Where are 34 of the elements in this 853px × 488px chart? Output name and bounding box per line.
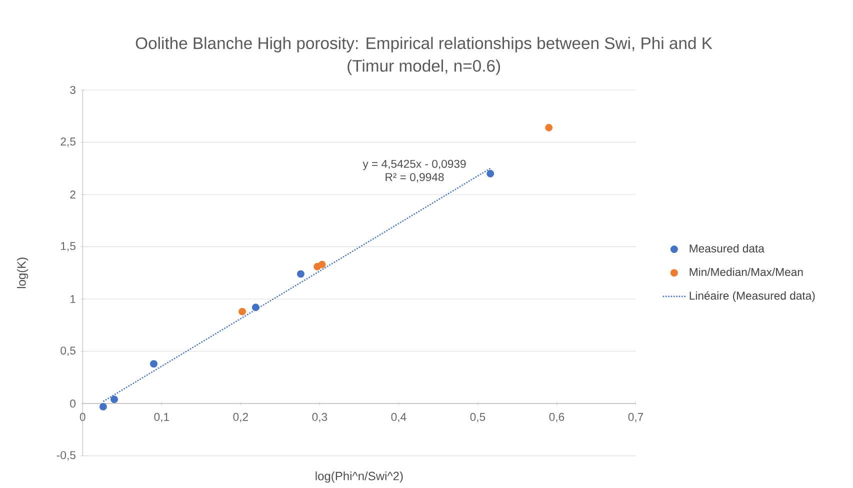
x-tick-label: 0,3 xyxy=(312,413,328,422)
legend-label: Min/Median/Max/Mean xyxy=(690,268,803,276)
point xyxy=(296,270,304,278)
y-tick-label: 3 xyxy=(70,86,76,94)
point xyxy=(318,260,326,268)
point xyxy=(110,396,118,404)
point xyxy=(99,403,107,411)
legend-label: Linéaire (Measured data) xyxy=(690,291,815,302)
x-tick-label: 0 xyxy=(80,413,86,422)
x-tick-label: 0,2 xyxy=(233,413,248,422)
x-tick-label: 0,7 xyxy=(628,413,644,422)
annotation: y = 4,5425x - 0,0939 xyxy=(362,160,466,170)
x-axis-title: log(Phi^n/Swi^2) xyxy=(316,472,403,483)
chart-subtitle: (Timur model, n=0.6) xyxy=(348,60,500,76)
x-tick-label: 0,6 xyxy=(549,413,564,422)
y-tick-label: -0,5 xyxy=(56,451,76,461)
annotation: R² = 0,9948 xyxy=(386,173,444,183)
point xyxy=(150,360,158,368)
x-tick-label: 0,5 xyxy=(470,413,486,422)
y-axis-title: log(K) xyxy=(16,258,28,288)
point xyxy=(486,170,494,178)
point xyxy=(238,308,246,316)
chart-title: Oolithe Blanche High porosity: Empirical relationships between Swi, Phi and K xyxy=(136,36,712,52)
y-tick-label: 1,5 xyxy=(61,242,76,252)
y-tick-label: 2,5 xyxy=(60,138,76,147)
x-tick-label: 0,1 xyxy=(154,413,169,422)
y-tick-label: 1 xyxy=(70,295,76,304)
point xyxy=(545,124,553,132)
y-tick-label: 0,5 xyxy=(60,346,76,356)
x-tick-label: 0,4 xyxy=(391,413,406,422)
legend-label: Measured data xyxy=(690,244,764,253)
point xyxy=(252,304,260,312)
y-tick-label: 0 xyxy=(70,400,76,408)
y-tick-label: 2 xyxy=(70,190,76,199)
